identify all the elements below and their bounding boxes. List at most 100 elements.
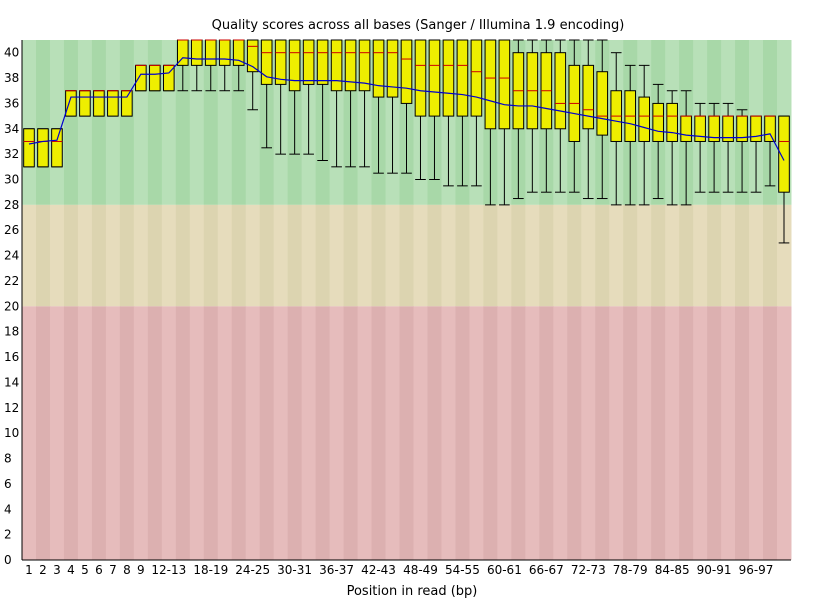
box-plot-22-23 bbox=[232, 39, 245, 92]
quality-band-2-stripe bbox=[567, 306, 582, 560]
quality-band-1-stripe bbox=[301, 204, 317, 307]
iqr-box bbox=[190, 39, 203, 66]
quality-band-1-stripe bbox=[273, 204, 289, 307]
x-tick-label: 3 bbox=[53, 563, 61, 577]
box-plot-8 bbox=[121, 90, 133, 117]
box-plot-48-49 bbox=[414, 39, 427, 181]
box-plot-5 bbox=[79, 90, 91, 117]
iqr-box bbox=[121, 90, 133, 117]
quality-band-2-stripe bbox=[707, 306, 722, 560]
quality-band-1-stripe bbox=[63, 204, 79, 307]
iqr-box bbox=[288, 39, 301, 92]
box-plot-4 bbox=[65, 90, 77, 117]
quality-band-2-stripe bbox=[595, 306, 610, 560]
box-plot-84-85 bbox=[666, 90, 678, 206]
box-plot-14-15 bbox=[176, 39, 189, 92]
y-tick-label: 16 bbox=[4, 350, 19, 364]
iqr-box bbox=[400, 39, 413, 104]
y-tick-label: 36 bbox=[4, 96, 19, 110]
x-tick-label: 5 bbox=[81, 563, 89, 577]
quality-band-2-stripe bbox=[161, 306, 177, 560]
y-tick-label: 0 bbox=[4, 553, 12, 567]
y-tick-label: 6 bbox=[4, 477, 12, 491]
y-tick-label: 40 bbox=[4, 46, 19, 60]
iqr-box bbox=[260, 39, 273, 85]
box-plot-58-59 bbox=[484, 39, 497, 206]
quality-band-1-stripe bbox=[77, 204, 93, 307]
quality-band-0-stripe bbox=[245, 40, 261, 205]
iqr-box bbox=[442, 39, 455, 117]
box-plot-24-25 bbox=[246, 39, 259, 111]
box-plot-90-91 bbox=[708, 102, 720, 193]
quality-band-1-stripe bbox=[105, 204, 121, 307]
quality-band-1-stripe bbox=[679, 204, 694, 307]
quality-band-2-stripe bbox=[441, 306, 456, 560]
quality-band-2-stripe bbox=[133, 306, 149, 560]
quality-band-0-stripe bbox=[91, 40, 107, 205]
iqr-box bbox=[51, 128, 63, 168]
quality-band-2-stripe bbox=[497, 306, 512, 560]
box-plot-74-75 bbox=[596, 39, 609, 200]
quality-band-1-stripe bbox=[175, 204, 191, 307]
quality-band-1-stripe bbox=[22, 204, 37, 307]
x-tick-label: 84-85 bbox=[655, 563, 690, 577]
quality-band-2-stripe bbox=[413, 306, 428, 560]
x-tick-label: 72-73 bbox=[571, 563, 606, 577]
iqr-box bbox=[372, 39, 385, 98]
quality-band-2-stripe bbox=[49, 306, 65, 560]
box-plots bbox=[23, 39, 790, 244]
quality-band-1-stripe bbox=[637, 204, 652, 307]
chart-title: Quality scores across all bases (Sanger … bbox=[212, 18, 625, 33]
quality-band-1-stripe bbox=[399, 204, 414, 307]
y-tick-label: 22 bbox=[4, 274, 19, 288]
quality-bands bbox=[22, 40, 792, 560]
x-tick-label: 2 bbox=[39, 563, 47, 577]
quality-band-1-stripe bbox=[49, 204, 65, 307]
quality-band-2-stripe bbox=[609, 306, 624, 560]
iqr-box bbox=[498, 39, 511, 130]
quality-band-0-stripe bbox=[203, 40, 219, 205]
y-tick-label: 20 bbox=[4, 299, 19, 313]
box-plot-32-33 bbox=[302, 39, 315, 155]
box-plot-66-67 bbox=[540, 39, 553, 193]
quality-band-2-stripe bbox=[301, 306, 317, 560]
quality-band-2-stripe bbox=[637, 306, 652, 560]
quality-band-2-stripe bbox=[525, 306, 540, 560]
quality-band-1-stripe bbox=[567, 204, 582, 307]
quality-band-1-stripe bbox=[735, 204, 750, 307]
x-tick-label: 24-25 bbox=[235, 563, 270, 577]
iqr-box bbox=[638, 96, 651, 142]
quality-band-1-stripe bbox=[693, 204, 708, 307]
box-plot-78-79 bbox=[624, 64, 637, 206]
x-tick-label: 8 bbox=[123, 563, 131, 577]
box-plot-38-39 bbox=[344, 39, 357, 168]
quality-band-0-stripe bbox=[133, 40, 149, 205]
iqr-box bbox=[666, 102, 678, 142]
iqr-box bbox=[484, 39, 497, 130]
box-plot-94-95 bbox=[736, 109, 748, 193]
iqr-box bbox=[428, 39, 441, 117]
y-tick-label: 12 bbox=[4, 401, 19, 415]
y-tick-label: 32 bbox=[4, 147, 19, 161]
quality-band-2-stripe bbox=[287, 306, 303, 560]
quality-band-2-stripe bbox=[77, 306, 93, 560]
quality-band-1-stripe bbox=[539, 204, 554, 307]
quality-band-2-stripe bbox=[455, 306, 470, 560]
box-plot-20-21 bbox=[218, 39, 231, 92]
quality-band-0-stripe bbox=[217, 40, 233, 205]
quality-band-1-stripe bbox=[133, 204, 149, 307]
quality-band-1-stripe bbox=[259, 204, 275, 307]
quality-band-1-stripe bbox=[189, 204, 205, 307]
box-plot-64-65 bbox=[526, 39, 539, 193]
y-tick-label: 2 bbox=[4, 528, 12, 542]
box-plot-60-61 bbox=[498, 39, 511, 206]
quality-band-1-stripe bbox=[147, 204, 163, 307]
quality-band-0-stripe bbox=[77, 40, 93, 205]
quality-band-2-stripe bbox=[91, 306, 107, 560]
box-plot-28-29 bbox=[274, 39, 287, 155]
quality-band-2-stripe bbox=[175, 306, 191, 560]
x-tick-label: 12-13 bbox=[151, 563, 186, 577]
quality-band-0-stripe bbox=[175, 40, 191, 205]
x-tick-label: 66-67 bbox=[529, 563, 564, 577]
box-plot-76-77 bbox=[610, 52, 623, 206]
